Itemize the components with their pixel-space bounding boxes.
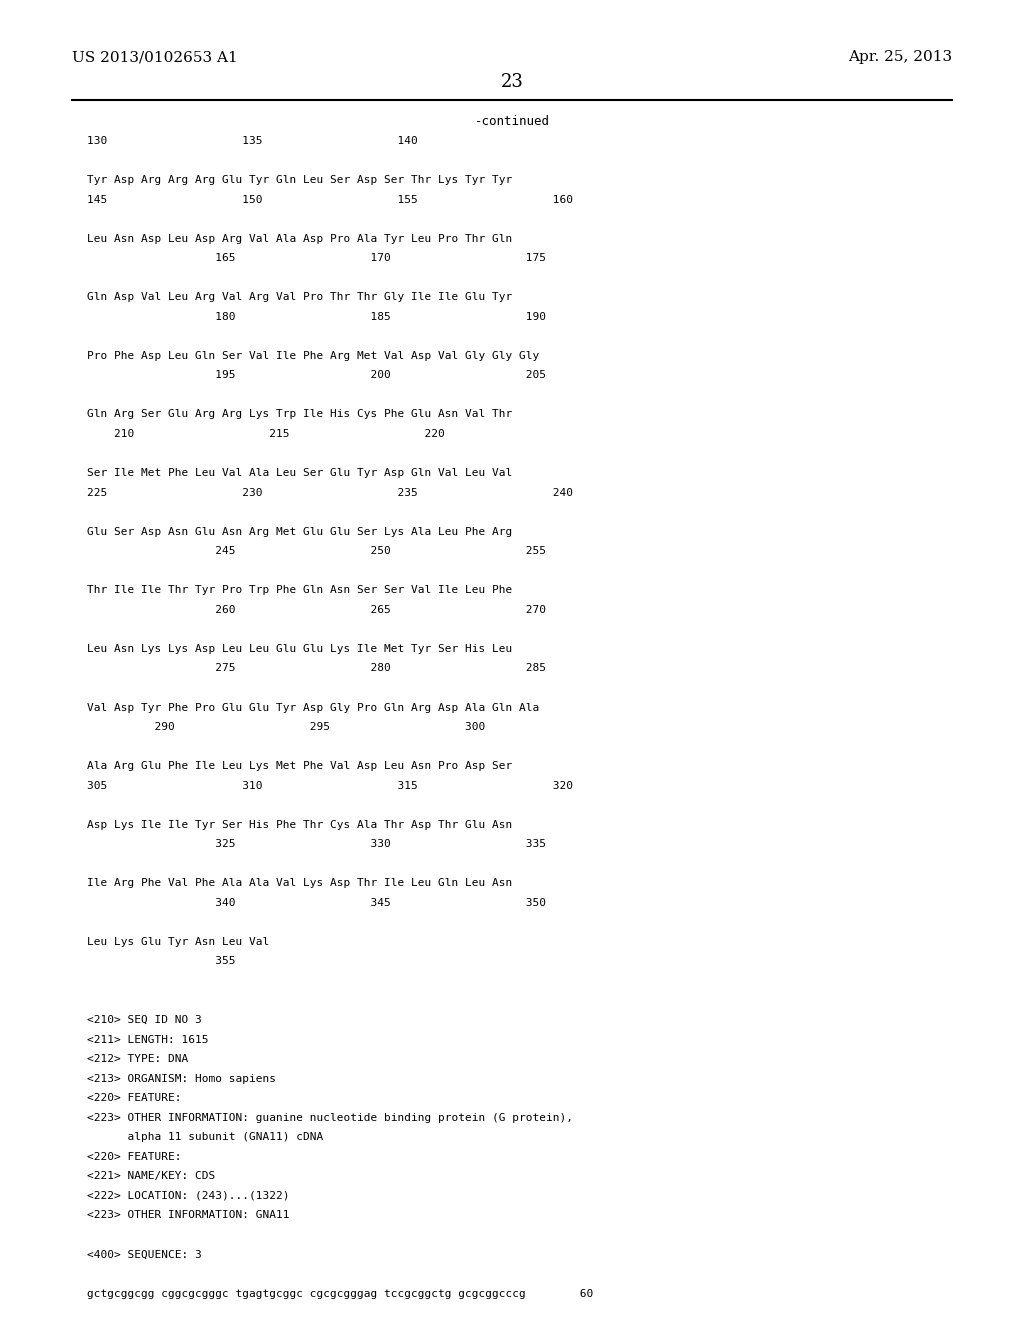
Text: 130                    135                    140: 130 135 140: [87, 136, 418, 147]
Text: 290                    295                    300: 290 295 300: [87, 722, 485, 733]
Text: 23: 23: [501, 73, 523, 91]
Text: gctgcggcgg cggcgcgggc tgagtgcggc cgcgcgggag tccgcggctg gcgcggcccg        60: gctgcggcgg cggcgcgggc tgagtgcggc cgcgcgg…: [87, 1288, 593, 1299]
Text: 275                    280                    285: 275 280 285: [87, 664, 546, 673]
Text: 260                    265                    270: 260 265 270: [87, 605, 546, 615]
Text: -continued: -continued: [474, 115, 550, 128]
Text: <210> SEQ ID NO 3: <210> SEQ ID NO 3: [87, 1015, 202, 1026]
Text: <212> TYPE: DNA: <212> TYPE: DNA: [87, 1055, 188, 1064]
Text: Gln Arg Ser Glu Arg Arg Lys Trp Ile His Cys Phe Glu Asn Val Thr: Gln Arg Ser Glu Arg Arg Lys Trp Ile His …: [87, 409, 512, 420]
Text: <223> OTHER INFORMATION: guanine nucleotide binding protein (G protein),: <223> OTHER INFORMATION: guanine nucleot…: [87, 1113, 573, 1123]
Text: <400> SEQUENCE: 3: <400> SEQUENCE: 3: [87, 1250, 202, 1259]
Text: Val Asp Tyr Phe Pro Glu Glu Tyr Asp Gly Pro Gln Arg Asp Ala Gln Ala: Val Asp Tyr Phe Pro Glu Glu Tyr Asp Gly …: [87, 702, 540, 713]
Text: <213> ORGANISM: Homo sapiens: <213> ORGANISM: Homo sapiens: [87, 1073, 276, 1084]
Text: <220> FEATURE:: <220> FEATURE:: [87, 1093, 181, 1104]
Text: <222> LOCATION: (243)...(1322): <222> LOCATION: (243)...(1322): [87, 1191, 290, 1201]
Text: 355: 355: [87, 957, 236, 966]
Text: <220> FEATURE:: <220> FEATURE:: [87, 1152, 181, 1162]
Text: Leu Asn Lys Lys Asp Leu Leu Glu Glu Lys Ile Met Tyr Ser His Leu: Leu Asn Lys Lys Asp Leu Leu Glu Glu Lys …: [87, 644, 512, 653]
Text: 225                    230                    235                    240: 225 230 235 240: [87, 487, 573, 498]
Text: Gln Asp Val Leu Arg Val Arg Val Pro Thr Thr Gly Ile Ile Glu Tyr: Gln Asp Val Leu Arg Val Arg Val Pro Thr …: [87, 292, 512, 302]
Text: Ile Arg Phe Val Phe Ala Ala Val Lys Asp Thr Ile Leu Gln Leu Asn: Ile Arg Phe Val Phe Ala Ala Val Lys Asp …: [87, 878, 512, 888]
Text: 165                    170                    175: 165 170 175: [87, 253, 546, 263]
Text: Asp Lys Ile Ile Tyr Ser His Phe Thr Cys Ala Thr Asp Thr Glu Asn: Asp Lys Ile Ile Tyr Ser His Phe Thr Cys …: [87, 820, 512, 830]
Text: Ala Arg Glu Phe Ile Leu Lys Met Phe Val Asp Leu Asn Pro Asp Ser: Ala Arg Glu Phe Ile Leu Lys Met Phe Val …: [87, 762, 512, 771]
Text: <223> OTHER INFORMATION: GNA11: <223> OTHER INFORMATION: GNA11: [87, 1210, 290, 1221]
Text: US 2013/0102653 A1: US 2013/0102653 A1: [72, 50, 238, 65]
Text: 180                    185                    190: 180 185 190: [87, 312, 546, 322]
Text: 145                    150                    155                    160: 145 150 155 160: [87, 194, 573, 205]
Text: 305                    310                    315                    320: 305 310 315 320: [87, 780, 573, 791]
Text: Tyr Asp Arg Arg Arg Glu Tyr Gln Leu Ser Asp Ser Thr Lys Tyr Tyr: Tyr Asp Arg Arg Arg Glu Tyr Gln Leu Ser …: [87, 176, 512, 185]
Text: Thr Ile Ile Thr Tyr Pro Trp Phe Gln Asn Ser Ser Val Ile Leu Phe: Thr Ile Ile Thr Tyr Pro Trp Phe Gln Asn …: [87, 585, 512, 595]
Text: Apr. 25, 2013: Apr. 25, 2013: [848, 50, 952, 65]
Text: Ser Ile Met Phe Leu Val Ala Leu Ser Glu Tyr Asp Gln Val Leu Val: Ser Ile Met Phe Leu Val Ala Leu Ser Glu …: [87, 469, 512, 478]
Text: Glu Ser Asp Asn Glu Asn Arg Met Glu Glu Ser Lys Ala Leu Phe Arg: Glu Ser Asp Asn Glu Asn Arg Met Glu Glu …: [87, 527, 512, 537]
Text: 210                    215                    220: 210 215 220: [87, 429, 444, 440]
Text: Leu Lys Glu Tyr Asn Leu Val: Leu Lys Glu Tyr Asn Leu Val: [87, 937, 269, 946]
Text: 245                    250                    255: 245 250 255: [87, 546, 546, 556]
Text: Leu Asn Asp Leu Asp Arg Val Ala Asp Pro Ala Tyr Leu Pro Thr Gln: Leu Asn Asp Leu Asp Arg Val Ala Asp Pro …: [87, 234, 512, 244]
Text: <221> NAME/KEY: CDS: <221> NAME/KEY: CDS: [87, 1171, 215, 1181]
Text: Pro Phe Asp Leu Gln Ser Val Ile Phe Arg Met Val Asp Val Gly Gly Gly: Pro Phe Asp Leu Gln Ser Val Ile Phe Arg …: [87, 351, 540, 360]
Text: alpha 11 subunit (GNA11) cDNA: alpha 11 subunit (GNA11) cDNA: [87, 1133, 324, 1142]
Text: <211> LENGTH: 1615: <211> LENGTH: 1615: [87, 1035, 209, 1044]
Text: 195                    200                    205: 195 200 205: [87, 371, 546, 380]
Text: 340                    345                    350: 340 345 350: [87, 898, 546, 908]
Text: 325                    330                    335: 325 330 335: [87, 840, 546, 849]
